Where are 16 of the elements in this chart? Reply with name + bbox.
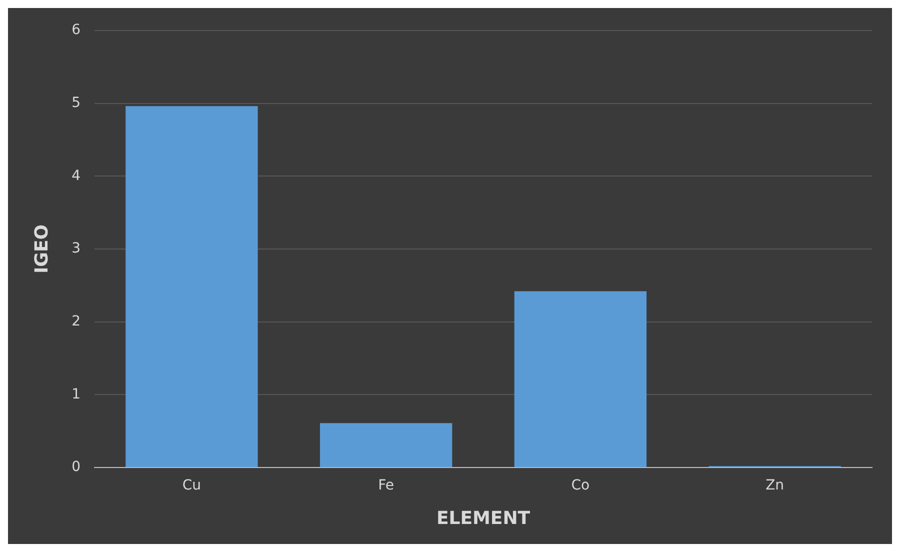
x-axis-title: ELEMENT [436, 508, 531, 529]
x-tick-label: Zn [766, 478, 784, 494]
y-tick-label: 2 [72, 314, 81, 330]
y-tick-label: 1 [72, 386, 81, 402]
y-tick-label: 5 [72, 94, 81, 111]
x-tick-label: Fe [378, 478, 394, 494]
y-axis-title: IGEO [31, 224, 52, 274]
bar [514, 291, 647, 468]
x-tick-label: Co [571, 478, 590, 494]
y-tick-label: 6 [72, 22, 81, 38]
y-tick-label: 0 [72, 459, 81, 476]
y-tick-label: 4 [72, 168, 81, 184]
y-tick-label: 3 [72, 240, 81, 257]
x-tick-label: Cu [182, 478, 202, 494]
bar [126, 106, 258, 468]
bar [320, 423, 452, 468]
